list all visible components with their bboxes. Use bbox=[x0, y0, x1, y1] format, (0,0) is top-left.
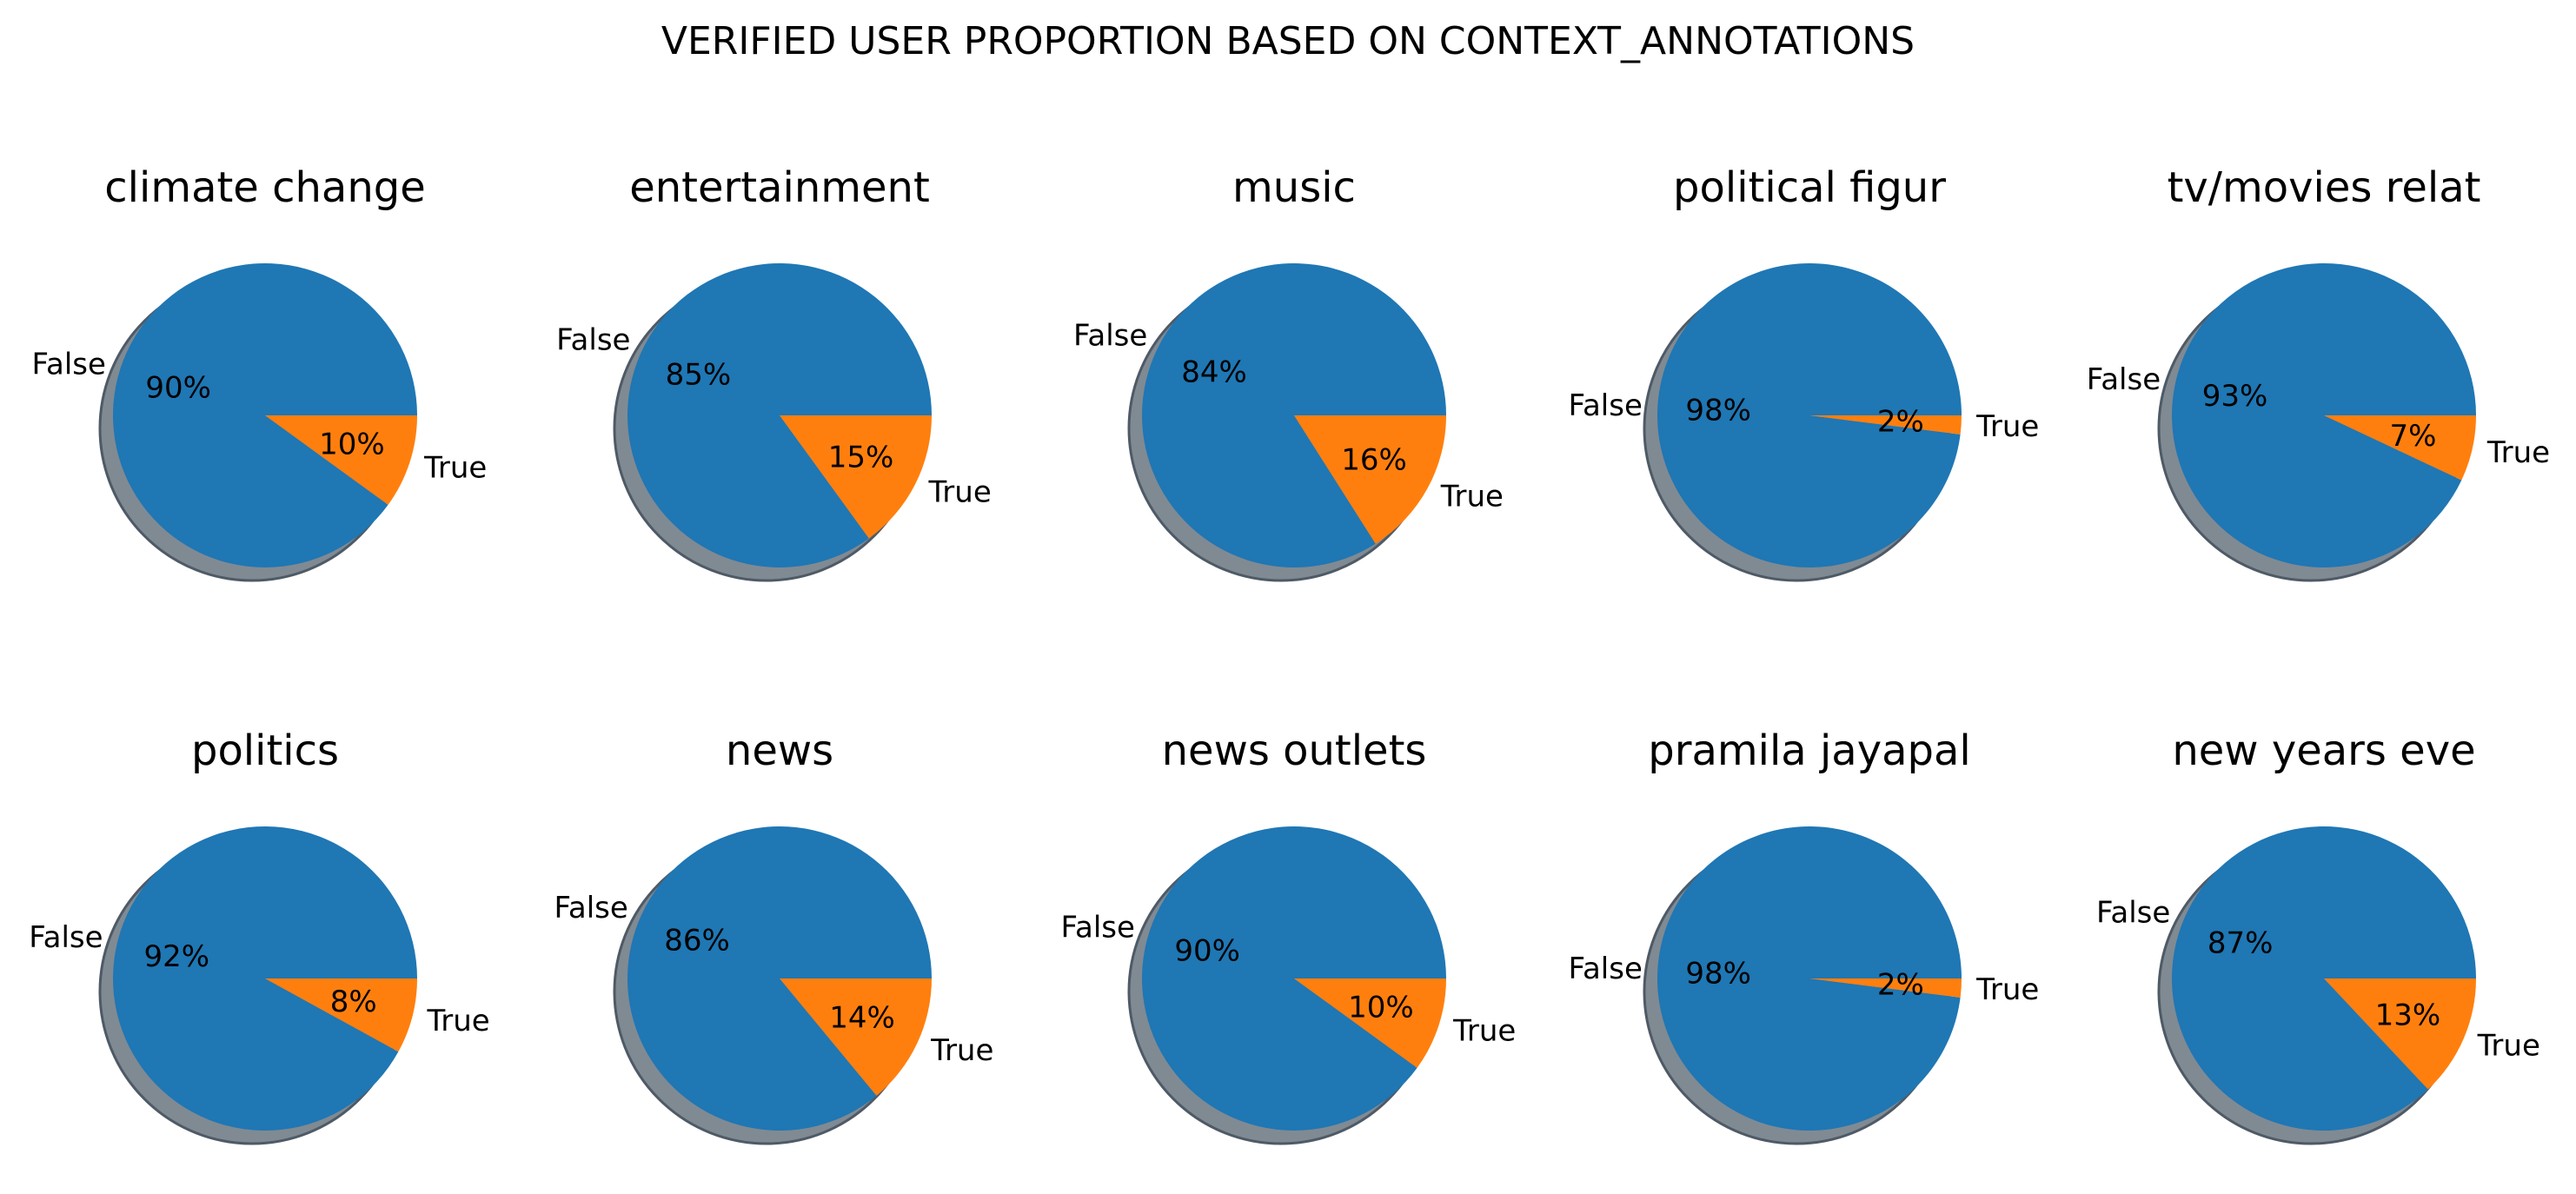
pie-title: politics bbox=[191, 726, 339, 775]
slice-true bbox=[2324, 415, 2476, 481]
pie-7: news False True 86% 14% bbox=[554, 726, 993, 1145]
pie-title: entertainment bbox=[629, 163, 930, 212]
pie-5: tv/movies relat False True 93% 7% bbox=[2087, 163, 2550, 582]
pie-title: music bbox=[1232, 163, 1356, 212]
pie-title: tv/movies relat bbox=[2168, 163, 2481, 212]
slice-label-false: False bbox=[32, 348, 106, 382]
slice-false bbox=[2172, 826, 2476, 1131]
percent-label-false: 90% bbox=[1174, 934, 1240, 969]
slice-false bbox=[1141, 263, 1446, 568]
slice-true bbox=[1294, 415, 1446, 544]
slice-true bbox=[265, 978, 417, 1052]
slice-true bbox=[1294, 978, 1446, 1068]
slice-label-false: False bbox=[1569, 388, 1643, 423]
slice-label-false: False bbox=[1061, 911, 1135, 945]
slice-label-true: True bbox=[423, 450, 487, 485]
slice-false bbox=[627, 826, 932, 1131]
percent-label-true: 8% bbox=[330, 985, 377, 1019]
percent-label-false: 93% bbox=[2202, 379, 2268, 414]
pie-3: music False True 84% 16% bbox=[1073, 163, 1504, 582]
pie-1: climate change False True 90% 10% bbox=[32, 163, 487, 582]
slice-label-true: True bbox=[928, 474, 992, 509]
slice-label-true: True bbox=[2477, 1028, 2540, 1063]
percent-label-true: 10% bbox=[319, 427, 385, 461]
pie-10: new years eve False True 87% 13% bbox=[2096, 726, 2540, 1145]
percent-label-true: 10% bbox=[1348, 990, 1414, 1025]
pie-title: pramila jayapal bbox=[1648, 726, 1971, 775]
pie-6: politics False True 92% 8% bbox=[29, 726, 490, 1145]
slice-label-false: False bbox=[1569, 952, 1643, 986]
percent-label-false: 86% bbox=[664, 923, 730, 958]
slice-true bbox=[1809, 415, 1962, 434]
pie-title: news bbox=[726, 726, 833, 775]
slice-label-false: False bbox=[29, 920, 103, 955]
slice-label-true: True bbox=[1440, 480, 1504, 514]
slice-false bbox=[113, 826, 417, 1131]
slice-false bbox=[2172, 262, 2476, 567]
slice-label-false: False bbox=[1073, 318, 1147, 353]
slice-true bbox=[780, 415, 932, 539]
slice-false bbox=[627, 263, 932, 568]
slice-label-true: True bbox=[1452, 1013, 1516, 1048]
percent-label-true: 15% bbox=[828, 441, 894, 475]
slice-false bbox=[1657, 826, 1962, 1131]
pie-title: climate change bbox=[104, 163, 426, 212]
pie-title: news outlets bbox=[1162, 726, 1427, 775]
percent-label-true: 7% bbox=[2389, 419, 2436, 454]
slice-false bbox=[113, 263, 418, 568]
slice-true bbox=[1809, 978, 1962, 998]
slice-false bbox=[1142, 826, 1446, 1131]
percent-label-true: 2% bbox=[1877, 968, 1924, 1003]
slice-true bbox=[265, 415, 417, 505]
percent-label-false: 92% bbox=[144, 939, 210, 974]
pies-grid: climate change False True 90% 10% entertainme… bbox=[29, 163, 2550, 1145]
percent-label-false: 98% bbox=[1685, 393, 1751, 428]
pie-title: political figur bbox=[1673, 163, 1946, 212]
slice-false bbox=[1657, 262, 1962, 567]
percent-label-true: 2% bbox=[1877, 405, 1924, 440]
slice-label-true: True bbox=[1975, 972, 2039, 1007]
figure-title: VERIFIED USER PROPORTION BASED ON CONTEX… bbox=[661, 19, 1915, 63]
percent-label-false: 98% bbox=[1685, 956, 1751, 991]
slice-label-false: False bbox=[554, 891, 627, 925]
slice-true bbox=[780, 978, 932, 1096]
percent-label-true: 16% bbox=[1341, 443, 1407, 478]
percent-label-false: 90% bbox=[145, 371, 211, 406]
slice-label-true: True bbox=[2486, 435, 2550, 470]
percent-label-false: 85% bbox=[666, 357, 732, 392]
slice-true bbox=[2324, 978, 2476, 1090]
percent-label-true: 14% bbox=[829, 1001, 895, 1036]
percent-label-true: 13% bbox=[2375, 998, 2441, 1033]
pie-title: new years eve bbox=[2172, 726, 2475, 775]
slice-label-true: True bbox=[930, 1033, 993, 1068]
percent-label-false: 84% bbox=[1181, 355, 1247, 389]
pie-9: pramila jayapal False True 98% 2% bbox=[1569, 726, 2039, 1145]
slice-label-true: True bbox=[1975, 409, 2039, 444]
slice-label-false: False bbox=[2096, 896, 2170, 931]
pie-8: news outlets False True 90% 10% bbox=[1061, 726, 1516, 1145]
pie-4: political figur False True 98% 2% bbox=[1569, 163, 2039, 582]
slice-label-false: False bbox=[2087, 362, 2161, 397]
slice-label-false: False bbox=[556, 323, 630, 358]
percent-label-false: 87% bbox=[2208, 925, 2274, 960]
pie-2: entertainment False True 85% 15% bbox=[556, 163, 992, 582]
slice-label-true: True bbox=[426, 1004, 489, 1038]
